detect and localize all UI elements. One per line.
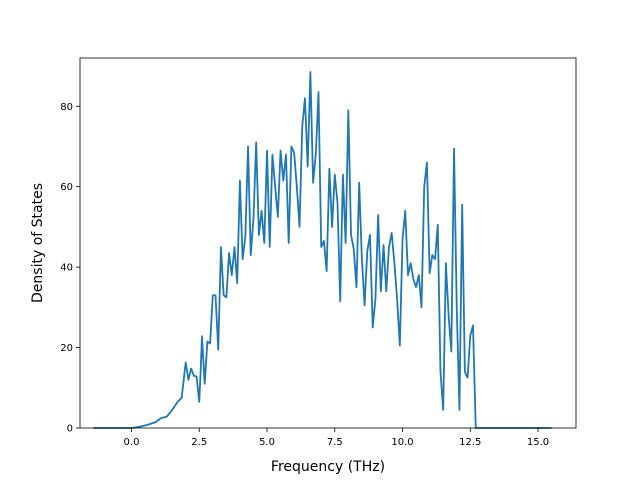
plot-frame [79, 57, 577, 429]
y-axis-label: Density of States [30, 183, 46, 303]
y-tick-label: 80 [60, 102, 73, 113]
x-tick-label: 0.0 [124, 437, 140, 448]
x-tick-label: 15.0 [527, 437, 549, 448]
x-tick-label: 2.5 [191, 437, 207, 448]
dos-series-line-0 [93, 71, 552, 429]
y-tick-label: 0 [67, 424, 73, 435]
x-tick-label: 7.5 [327, 437, 343, 448]
y-tick-label: 60 [60, 182, 73, 193]
series-layer [93, 71, 552, 429]
x-axis-ticks: 0.0 2.5 5.0 7.5 10.0 12.5 15.0 [124, 428, 549, 448]
x-tick-label: 10.0 [391, 437, 413, 448]
y-tick-label: 40 [60, 263, 73, 274]
y-axis-ticks: 0 20 40 60 80 [60, 102, 80, 435]
x-tick-label: 5.0 [259, 437, 275, 448]
x-tick-label: 12.5 [459, 437, 481, 448]
y-tick-label: 20 [60, 343, 73, 354]
x-axis-label: Frequency (THz) [271, 459, 385, 475]
